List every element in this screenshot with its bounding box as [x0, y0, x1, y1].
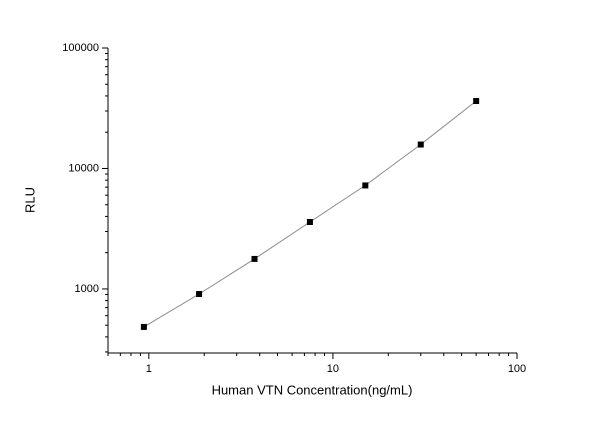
data-point — [196, 290, 203, 297]
data-point — [417, 141, 424, 148]
y-axis-label: RLU — [22, 187, 37, 213]
y-tick-label: 100000 — [62, 42, 99, 54]
data-point — [306, 219, 313, 226]
x-tick-label: 100 — [508, 363, 526, 375]
y-tick-label: 10000 — [68, 162, 99, 174]
data-point — [140, 323, 147, 330]
fit-line — [143, 100, 477, 328]
data-point — [251, 255, 258, 262]
x-tick-label: 1 — [146, 363, 152, 375]
x-axis-label: Human VTN Concentration(ng/mL) — [212, 382, 413, 397]
data-point — [473, 98, 480, 105]
data-point — [362, 182, 369, 189]
y-tick-label: 1000 — [75, 283, 99, 295]
x-tick-label: 10 — [327, 363, 339, 375]
